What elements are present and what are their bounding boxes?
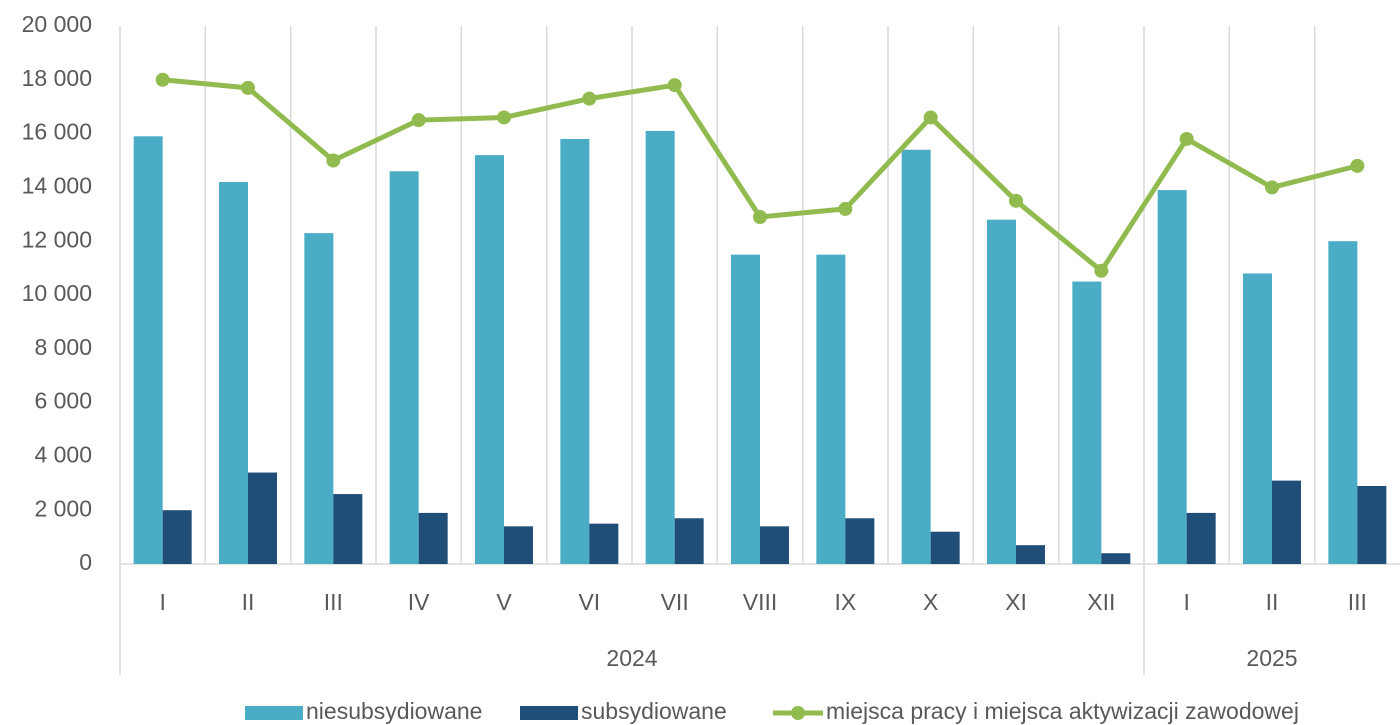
x-tick-label: IV [408, 589, 430, 615]
line-marker [667, 78, 682, 93]
bar [248, 472, 277, 564]
y-tick-label: 16 000 [22, 119, 92, 145]
bar [389, 171, 419, 564]
x-tick-label: VII [661, 589, 689, 615]
bar [304, 233, 334, 564]
bar [1272, 480, 1301, 564]
bar [1072, 281, 1102, 564]
bar [133, 136, 163, 565]
y-tick-label: 0 [79, 549, 92, 575]
line-marker [1350, 158, 1365, 173]
bar [589, 523, 619, 564]
bar [333, 494, 363, 564]
line-marker [1265, 180, 1279, 195]
line-marker [582, 91, 597, 106]
bar [1016, 545, 1045, 564]
bar [901, 149, 931, 565]
x-tick-label: XI [1005, 589, 1027, 615]
x-tick-label: V [496, 589, 512, 615]
y-tick-label: 6 000 [34, 388, 92, 414]
x-tick-label: IX [834, 589, 856, 615]
bar [930, 531, 960, 564]
line-marker [1009, 193, 1023, 208]
bar [1101, 553, 1131, 564]
bar [475, 155, 504, 564]
group-label: 2025 [1246, 645, 1297, 671]
legend-label: miejsca pracy i miejsca aktywizacji zawo… [826, 698, 1299, 724]
legend-marker [791, 706, 805, 720]
y-tick-label: 20 000 [22, 11, 92, 37]
legend-swatch [245, 706, 303, 720]
legend-label: niesubsydiowane [306, 698, 482, 724]
y-tick-label: 2 000 [34, 495, 92, 521]
bar [1357, 485, 1387, 564]
line-marker [838, 201, 853, 216]
bar [1157, 190, 1187, 564]
bar [816, 254, 846, 564]
group-label: 2024 [606, 645, 657, 671]
bar [760, 526, 789, 564]
bar [418, 512, 448, 564]
bar [674, 518, 704, 564]
x-tick-label: VI [578, 589, 600, 615]
legend-label: subsydiowane [581, 698, 727, 724]
x-tick-label: II [1266, 589, 1279, 615]
bar [987, 219, 1016, 564]
line-marker [241, 80, 255, 95]
bar [560, 138, 590, 565]
legend-swatch [520, 706, 578, 720]
x-tick-label: XII [1087, 589, 1115, 615]
line-marker [155, 72, 170, 87]
x-tick-label: III [324, 589, 343, 615]
y-tick-label: 10 000 [22, 280, 92, 306]
line-marker [326, 153, 341, 168]
line-marker [1179, 131, 1194, 146]
bar [845, 518, 875, 564]
bar [504, 526, 533, 564]
x-tick-label: II [242, 589, 255, 615]
y-tick-label: 4 000 [34, 441, 92, 467]
line-marker [1094, 263, 1109, 278]
y-tick-label: 14 000 [22, 172, 92, 198]
x-tick-label: I [159, 589, 165, 615]
bar [1243, 273, 1272, 564]
bar [1186, 512, 1216, 564]
y-tick-label: 8 000 [34, 334, 92, 360]
x-tick-label: VIII [743, 589, 778, 615]
x-tick-label: III [1348, 589, 1367, 615]
x-tick-label: I [1183, 589, 1189, 615]
line-marker [411, 113, 426, 128]
x-tick-label: X [923, 589, 938, 615]
y-tick-label: 18 000 [22, 65, 92, 91]
bar [731, 254, 760, 564]
line-marker [923, 110, 938, 125]
y-tick-label: 12 000 [22, 226, 92, 252]
bar [219, 182, 248, 564]
line-marker [753, 209, 767, 224]
bar [645, 130, 675, 564]
line-marker [497, 110, 511, 125]
bar [1328, 241, 1358, 564]
bar [162, 510, 192, 564]
